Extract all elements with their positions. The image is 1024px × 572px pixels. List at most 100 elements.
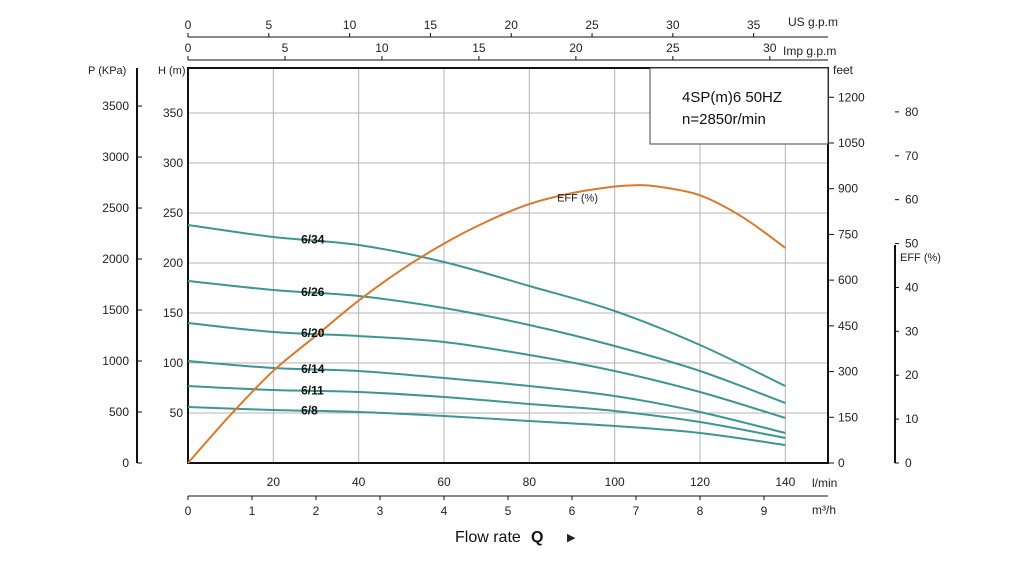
title-box: 4SP(m)6 50HZ n=2850r/min (649, 67, 829, 145)
efficiency-curve-label: EFF (%) (557, 192, 598, 204)
lmin-tick-label: 60 (437, 475, 451, 489)
m3h-tick-label: 8 (697, 504, 704, 518)
pressure-tick-label: 0 (122, 456, 129, 470)
m3h-tick-label: 6 (569, 504, 576, 518)
feet-tick-label: 900 (838, 182, 858, 196)
pump-curve-line (187, 280, 786, 404)
m3h-axis-unit: m³/h (812, 503, 836, 517)
head-tick-label: 150 (163, 306, 183, 320)
pump-curve-label: 6/8 (301, 404, 318, 418)
us-gpm-axis-tick-label: 25 (585, 18, 599, 32)
us-gpm-axis-tick-label: 10 (343, 18, 357, 32)
pump-curve-line (187, 385, 786, 439)
lmin-tick-label: 120 (690, 475, 710, 489)
chart-title-line1: 4SP(m)6 50HZ (682, 89, 782, 106)
m3h-tick-label: 4 (441, 504, 448, 518)
feet-tick-label: 0 (838, 456, 845, 470)
m3h-tick-label: 1 (249, 504, 256, 518)
m3h-tick-label: 5 (505, 504, 512, 518)
us-gpm-axis-tick-label: 35 (747, 18, 761, 32)
pump-curve-label: 6/26 (301, 285, 325, 299)
feet-tick-label: 750 (838, 227, 858, 241)
efficiency-tick-label: 40 (905, 280, 919, 294)
head-tick-label: 50 (170, 406, 184, 420)
us-gpm-axis-tick-label: 0 (185, 18, 192, 32)
feet-tick-label: 1050 (838, 136, 865, 150)
us-gpm-axis-unit: US g.p.m (788, 15, 838, 29)
imp-gpm-axis-tick-label: 10 (375, 41, 389, 55)
pump-curve-label: 6/14 (301, 362, 325, 376)
lmin-tick-label: 20 (267, 475, 281, 489)
pump-curve-line (187, 224, 786, 387)
feet-tick-label: 150 (838, 410, 858, 424)
x-axis-title-symbol: Q (531, 529, 543, 546)
efficiency-curve-line (187, 184, 786, 464)
pump-curve-label: 6/34 (301, 232, 325, 246)
feet-tick-label: 1200 (838, 90, 865, 104)
imp-gpm-axis-tick-label: 20 (569, 41, 583, 55)
pump-curve-line (187, 406, 786, 446)
efficiency-tick-label: 10 (905, 412, 919, 426)
imp-gpm-axis-tick-label: 15 (472, 41, 486, 55)
head-tick-label: 350 (163, 106, 183, 120)
plot-frame (187, 67, 829, 464)
feet-axis-unit: feet (833, 63, 854, 77)
axes (136, 33, 899, 500)
imp-gpm-axis-unit: Imp g.p.m (783, 44, 836, 58)
lmin-tick-label: 40 (352, 475, 366, 489)
feet-tick-label: 450 (838, 319, 858, 333)
m3h-tick-label: 3 (377, 504, 384, 518)
us-gpm-axis-tick-label: 30 (666, 18, 680, 32)
pressure-tick-label: 2500 (102, 201, 129, 215)
pump-curves (187, 224, 786, 446)
pump-curve-line (187, 360, 786, 434)
head-tick-label: 100 (163, 356, 183, 370)
efficiency-tick-label: 50 (905, 237, 919, 251)
title-box-frame (649, 67, 829, 145)
imp-gpm-axis-tick-label: 25 (666, 41, 680, 55)
efficiency-tick-label: 80 (905, 105, 919, 119)
efficiency-tick-label: 0 (905, 456, 912, 470)
head-tick-label: 250 (163, 206, 183, 220)
pressure-tick-label: 2000 (102, 252, 129, 266)
m3h-tick-label: 7 (633, 504, 640, 518)
efficiency-tick-label: 70 (905, 149, 919, 163)
chart-title-line2: n=2850r/min (682, 111, 766, 128)
pressure-tick-label: 1500 (102, 303, 129, 317)
pressure-tick-label: 500 (109, 405, 129, 419)
m3h-tick-label: 2 (313, 504, 320, 518)
us-gpm-axis-tick-label: 20 (505, 18, 519, 32)
head-tick-label: 200 (163, 256, 183, 270)
us-gpm-axis-tick-label: 15 (424, 18, 438, 32)
curve-labels: 6/34 6/26 6/20 6/14 6/11 6/8 (301, 232, 325, 417)
efficiency-tick-label: 30 (905, 324, 919, 338)
efficiency-tick-label: 20 (905, 368, 919, 382)
pump-curve-line (187, 322, 786, 419)
x-axis-title-text: Flow rate (455, 529, 521, 546)
efficiency-axis-unit: EFF (%) (900, 252, 941, 264)
lmin-axis-unit: l/min (812, 476, 837, 490)
imp-gpm-axis-tick-label: 5 (282, 41, 289, 55)
us-gpm-axis-tick-label: 5 (265, 18, 272, 32)
pressure-axis-unit: P (KPa) (88, 65, 126, 77)
pressure-tick-label: 3500 (102, 99, 129, 113)
head-axis-unit: H (m) (158, 65, 186, 77)
lmin-tick-label: 140 (775, 475, 795, 489)
pressure-tick-label: 3000 (102, 150, 129, 164)
feet-tick-label: 600 (838, 273, 858, 287)
x-axis-title: Flow rate Q ▶ (455, 529, 576, 546)
lmin-tick-label: 80 (523, 475, 537, 489)
head-tick-label: 300 (163, 156, 183, 170)
tick-labels: 0 5 10 15 20 25 30 35 US g.p.m0 5 10 15 20 25 30 Imp g.… (88, 15, 941, 518)
feet-tick-label: 300 (838, 365, 858, 379)
pump-curve-label: 6/20 (301, 326, 325, 340)
m3h-tick-label: 0 (185, 504, 192, 518)
efficiency-tick-label: 60 (905, 193, 919, 207)
pressure-tick-label: 1000 (102, 354, 129, 368)
imp-gpm-axis-tick-label: 30 (763, 41, 777, 55)
efficiency-curve-group: EFF (%) (187, 184, 786, 464)
pump-curve-label: 6/11 (301, 384, 324, 398)
x-axis-arrow-icon: ▶ (567, 532, 576, 544)
